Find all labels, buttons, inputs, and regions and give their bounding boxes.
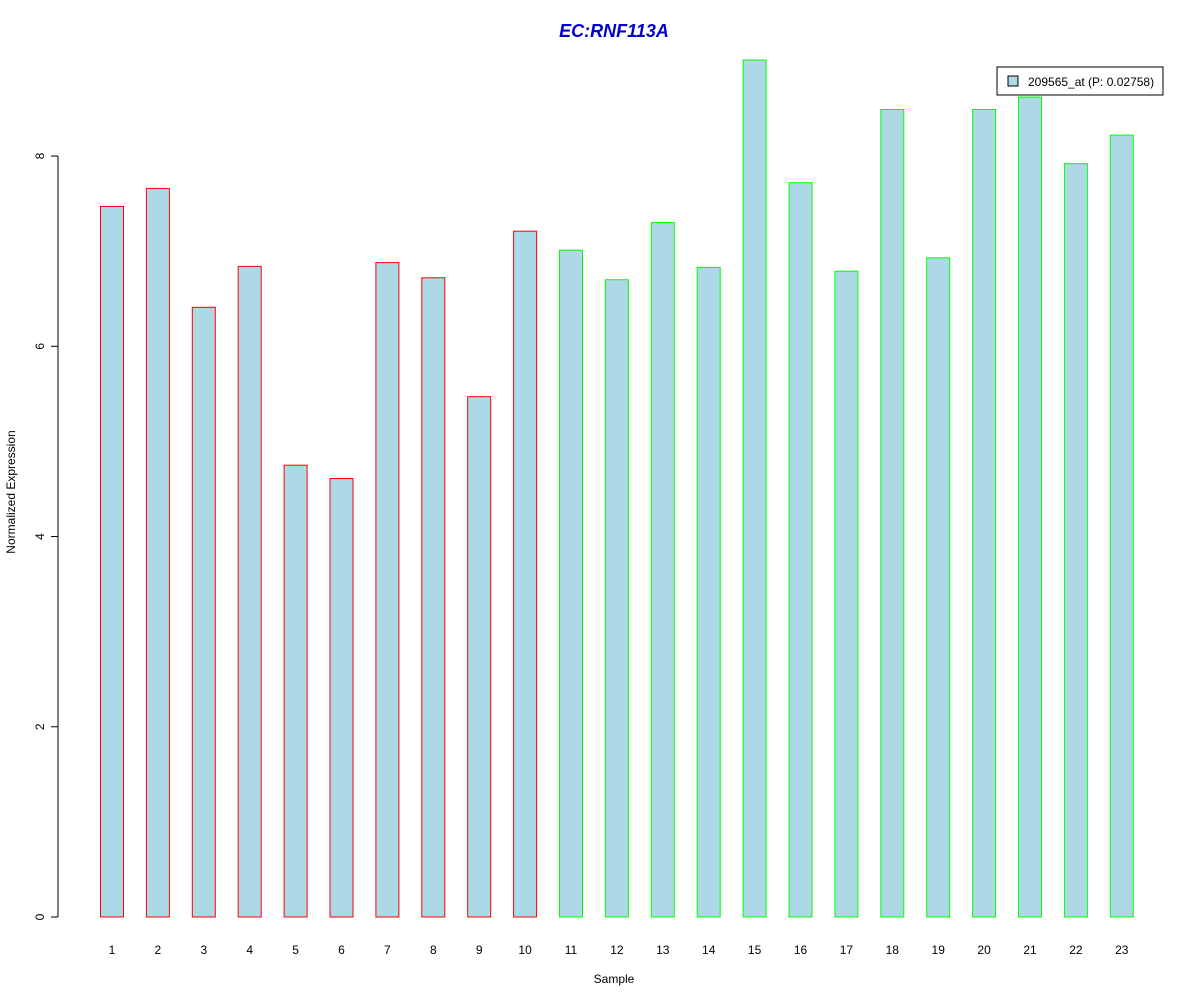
x-tick-label: 22 xyxy=(1069,943,1083,957)
bar xyxy=(880,109,905,918)
x-tick-label: 9 xyxy=(476,943,483,957)
bar xyxy=(742,59,767,918)
bar xyxy=(191,306,216,918)
x-tick-label: 10 xyxy=(518,943,532,957)
bar xyxy=(421,277,446,918)
bar xyxy=(1109,134,1134,918)
y-tick-label: 4 xyxy=(33,533,47,540)
legend: 209565_at (P: 0.02758) xyxy=(996,66,1164,96)
legend-entry: 209565_at (P: 0.02758) xyxy=(1028,75,1154,89)
bar xyxy=(1018,96,1042,918)
bar xyxy=(926,257,951,918)
x-tick-label: 17 xyxy=(840,943,854,957)
bar xyxy=(145,187,170,918)
bar xyxy=(283,464,308,918)
y-axis-label: Normalized Expression xyxy=(4,430,18,553)
bar xyxy=(513,230,538,918)
x-tick-label: 11 xyxy=(565,943,578,957)
bar xyxy=(650,222,675,918)
bar xyxy=(972,109,997,918)
x-tick-label: 20 xyxy=(977,943,991,957)
bar xyxy=(237,265,262,918)
x-tick-label: 14 xyxy=(702,943,716,957)
x-tick-label: 23 xyxy=(1115,943,1129,957)
x-tick-label: 5 xyxy=(292,943,299,957)
bar xyxy=(834,270,859,918)
legend-box xyxy=(996,66,1164,96)
y-tick-label: 2 xyxy=(33,723,47,730)
bar xyxy=(467,396,492,918)
x-tick-label: 18 xyxy=(886,943,900,957)
y-tick-label: 6 xyxy=(33,343,47,350)
x-tick-label: 2 xyxy=(155,943,162,957)
x-tick-label: 7 xyxy=(384,943,391,957)
x-tick-label: 15 xyxy=(748,943,762,957)
y-tick-label: 8 xyxy=(33,152,47,159)
bar xyxy=(604,279,629,918)
x-axis-label: Sample xyxy=(594,972,635,986)
x-tick-label: 6 xyxy=(338,943,345,957)
x-tick-label: 8 xyxy=(430,943,437,957)
bar xyxy=(100,206,124,918)
y-tick-label: 0 xyxy=(33,913,47,920)
x-tick-label: 13 xyxy=(656,943,670,957)
x-axis-labels: 1 2 3 4 5 6 7 8 9 10 11 12 13 14 15 16 17 18 19 20 21 22 23 xyxy=(109,943,1129,957)
x-tick-label: 19 xyxy=(932,943,946,957)
bars xyxy=(100,59,1134,918)
bar xyxy=(788,182,813,918)
x-tick-label: 3 xyxy=(200,943,207,957)
legend-swatch xyxy=(1007,75,1019,87)
x-tick-label: 21 xyxy=(1023,943,1037,957)
x-tick-label: 1 xyxy=(109,943,116,957)
bar xyxy=(375,262,400,918)
x-tick-label: 4 xyxy=(246,943,253,957)
bar xyxy=(329,478,354,918)
bar xyxy=(559,249,583,918)
x-tick-label: 16 xyxy=(794,943,808,957)
bar xyxy=(696,266,721,918)
x-tick-label: 12 xyxy=(610,943,624,957)
chart-title: EC:RNF113A xyxy=(559,21,669,41)
bar xyxy=(1063,163,1088,918)
y-axis: 0 2 4 6 8 xyxy=(33,152,59,920)
